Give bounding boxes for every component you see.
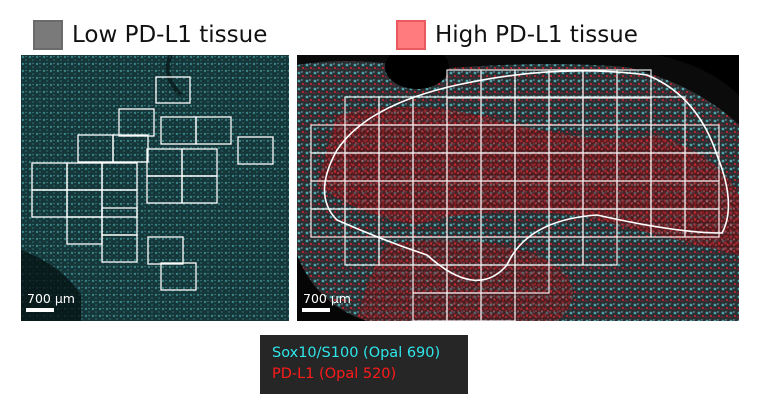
low-pdl1-micrograph: 700 μm <box>21 55 289 321</box>
tumor-boundary-outline <box>323 69 730 282</box>
channel-pdl1: PD-L1 (Opal 520) <box>272 366 397 382</box>
legend-high-label: High PD-L1 tissue <box>435 22 638 48</box>
roi-tile <box>480 292 516 321</box>
right-scale-label: 700 μm <box>303 291 351 306</box>
left-scale-label: 700 μm <box>27 291 75 306</box>
legend-low-pdl1: Low PD-L1 tissue <box>33 18 267 52</box>
roi-grid-left <box>31 76 274 291</box>
legend-low-swatch <box>33 20 63 50</box>
legend-low-label: Low PD-L1 tissue <box>72 22 268 48</box>
legend-high-pdl1: High PD-L1 tissue <box>396 18 638 52</box>
channel-legend: Sox10/S100 (Opal 690) PD-L1 (Opal 520) <box>260 335 468 394</box>
roi-grid-right <box>310 69 720 321</box>
roi-tile <box>684 208 720 238</box>
legend-high-swatch <box>396 20 426 50</box>
low-pdl1-image <box>21 55 289 321</box>
left-scale-bar <box>26 308 54 312</box>
roi-tile <box>582 236 618 266</box>
high-pdl1-image <box>297 55 739 321</box>
right-scale-bar <box>302 308 330 312</box>
channel-sox10: Sox10/S100 (Opal 690) <box>272 345 441 361</box>
roi-tile <box>616 69 652 99</box>
roi-tile <box>514 264 550 294</box>
high-pdl1-micrograph: 700 μm <box>297 55 739 321</box>
